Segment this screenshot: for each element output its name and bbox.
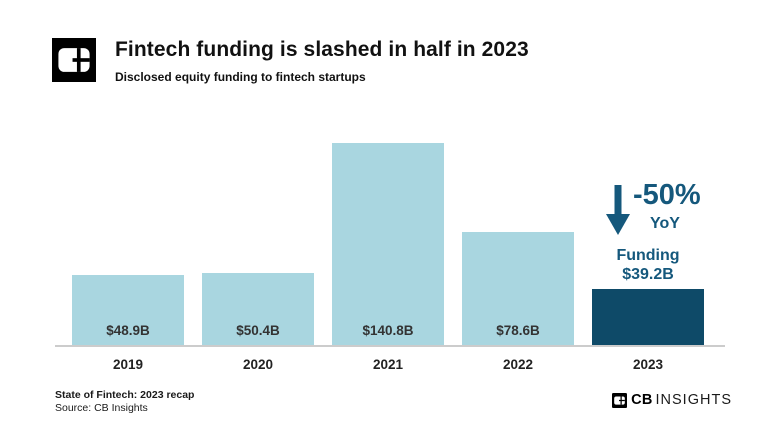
bar-value-label: $140.8B	[362, 323, 414, 338]
brand-logo: CB INSIGHTS	[612, 392, 732, 408]
funding-label: Funding	[616, 247, 680, 264]
brand-name-bold: CB	[631, 392, 653, 408]
yoy-label: YoY	[650, 215, 680, 232]
funding-callout: Funding $39.2B	[592, 246, 704, 284]
funding-value: $39.2B	[622, 266, 674, 283]
bar-2021: $140.8B	[332, 143, 444, 345]
percent-change-label: -50%	[633, 179, 701, 211]
x-axis-label-2019: 2019	[112, 357, 144, 372]
bar-value-label: $50.4B	[236, 323, 280, 338]
footer-note: State of Fintech: 2023 recap Source: CB …	[55, 389, 194, 415]
x-axis-label-2021: 2021	[372, 357, 404, 372]
brand-name-light: INSIGHTS	[655, 392, 732, 408]
bar-2022: $78.6B	[462, 232, 574, 345]
cb-insights-logo-icon	[52, 38, 96, 82]
bar-value-label: $78.6B	[496, 323, 540, 338]
x-axis-label-2022: 2022	[502, 357, 534, 372]
cb-insights-logo-small-icon	[612, 392, 628, 408]
x-axis-line	[55, 345, 725, 347]
footer-note-source: Source: CB Insights	[55, 402, 148, 414]
bar-2023	[592, 289, 704, 345]
page-subtitle: Disclosed equity funding to fintech star…	[115, 70, 366, 84]
x-axis-label-2023: 2023	[632, 357, 664, 372]
down-arrow-icon	[606, 185, 630, 235]
bar-value-label: $48.9B	[106, 323, 150, 338]
bar-2020: $50.4B	[202, 273, 314, 345]
footer-note-title: State of Fintech: 2023 recap	[55, 389, 195, 401]
x-axis-label-2020: 2020	[242, 357, 274, 372]
page-title: Fintech funding is slashed in half in 20…	[115, 38, 529, 61]
bar-2019: $48.9B	[72, 275, 184, 345]
